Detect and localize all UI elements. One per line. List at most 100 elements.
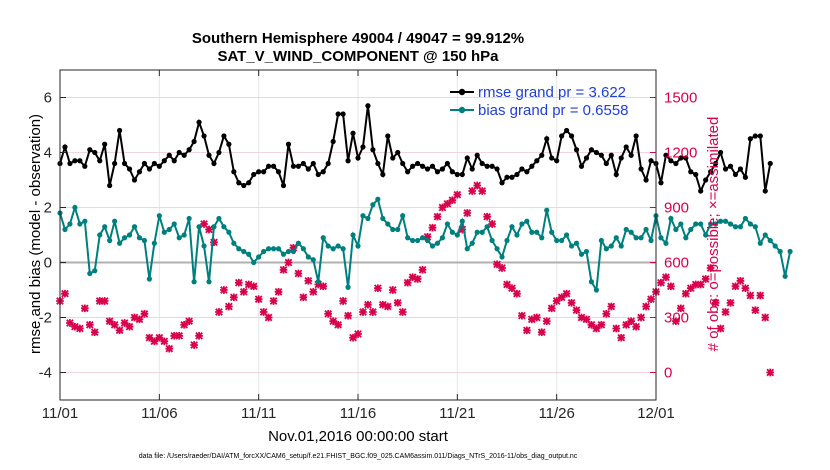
legend-rmse-label: rmse grand pr = 3.622	[478, 84, 626, 101]
obs-mark	[130, 313, 139, 322]
obs-mark	[681, 289, 690, 298]
obs-mark	[329, 317, 338, 326]
bias-point	[504, 237, 510, 244]
bias-point	[668, 215, 674, 222]
rmse-point	[211, 160, 217, 167]
bias-point	[126, 232, 133, 238]
rmse-point	[380, 171, 386, 178]
x-axis-label: Nov.01,2016 00:00:00 start	[268, 428, 449, 445]
obs-mark	[170, 331, 179, 340]
obs-mark	[105, 317, 114, 326]
rmse-point	[549, 155, 555, 161]
rmse-point	[449, 169, 455, 175]
bias-point	[568, 243, 575, 249]
bias-point	[554, 237, 560, 244]
obs-mark	[423, 232, 432, 241]
rmse-point	[285, 141, 292, 147]
obs-mark	[617, 333, 626, 342]
obs-mark	[587, 320, 596, 329]
rmse-point	[713, 160, 719, 167]
rmse-point	[191, 138, 197, 145]
bias-point	[300, 246, 306, 252]
bias-point	[405, 235, 411, 241]
obs-mark	[403, 278, 412, 287]
bias-point	[459, 218, 465, 224]
obs-mark	[80, 304, 89, 313]
rmse-point	[688, 169, 694, 175]
bias-point	[742, 215, 749, 222]
bias-point	[544, 207, 550, 213]
rmse-point	[82, 163, 88, 169]
rmse-point	[643, 177, 649, 183]
bias-point	[648, 237, 654, 244]
bias-point	[673, 226, 679, 233]
rmse-point	[355, 155, 361, 161]
rmse-point	[102, 141, 108, 147]
obs-mark	[244, 280, 253, 289]
bias-point	[628, 229, 634, 235]
obs-mark	[577, 313, 586, 322]
bias-point	[424, 237, 431, 244]
obs-mark	[592, 324, 601, 333]
obs-mark	[71, 322, 79, 331]
rmse-point	[77, 158, 83, 164]
y2-tick-label: 900	[664, 200, 689, 217]
obs-mark	[508, 284, 516, 293]
bias-point	[683, 235, 689, 241]
rmse-point	[509, 174, 515, 180]
rmse-point	[226, 141, 232, 147]
bias-point	[549, 229, 555, 235]
rmse-point	[434, 169, 441, 175]
rmse-point	[166, 152, 172, 158]
rmse-point	[385, 133, 391, 139]
y2-tick-label: 600	[664, 255, 689, 272]
obs-mark	[473, 181, 482, 190]
x-tick-label: 11/01	[42, 405, 78, 422]
rmse-point	[559, 133, 565, 139]
rmse-point	[216, 149, 222, 156]
bias-point	[559, 237, 565, 244]
rmse-point	[405, 169, 411, 175]
rmse-point	[722, 166, 729, 172]
bias-point	[305, 254, 311, 260]
y-tick-label: -2	[39, 310, 52, 327]
obs-mark	[239, 287, 248, 296]
obs-mark	[140, 309, 149, 318]
bias-point	[121, 235, 128, 241]
obs-mark	[418, 265, 427, 274]
rmse-point	[410, 163, 416, 169]
bias-point	[166, 226, 172, 233]
obs-mark	[612, 324, 621, 333]
bias-point	[499, 254, 505, 260]
bias-point	[434, 240, 441, 246]
rmse-point	[72, 158, 78, 164]
rmse-point	[499, 180, 505, 186]
rmse-point	[196, 119, 202, 125]
bias-point	[201, 243, 207, 249]
bias-point	[772, 243, 778, 249]
rmse-point	[638, 166, 644, 172]
bias-point	[191, 279, 197, 285]
bias-point	[231, 240, 237, 246]
bias-point	[330, 246, 336, 252]
bias-point	[663, 240, 669, 246]
obs-mark	[135, 315, 144, 324]
rmse-point	[573, 147, 580, 153]
obs-mark	[488, 220, 496, 228]
obs-mark	[706, 264, 715, 272]
obs-mark	[90, 328, 99, 337]
obs-mark	[393, 298, 402, 307]
rmse-point	[444, 160, 450, 167]
bias-point	[573, 240, 580, 246]
rmse-point	[747, 136, 753, 142]
y-tick-label: 2	[44, 200, 52, 217]
obs-mark	[299, 293, 308, 302]
obs-mark	[155, 333, 164, 342]
obs-mark	[582, 315, 591, 324]
bias-point	[390, 226, 396, 233]
bias-point	[325, 243, 331, 249]
legend-rmse-marker	[458, 88, 466, 96]
rmse-point	[732, 171, 739, 178]
rmse-point	[424, 166, 431, 172]
rmse-point	[261, 169, 267, 175]
